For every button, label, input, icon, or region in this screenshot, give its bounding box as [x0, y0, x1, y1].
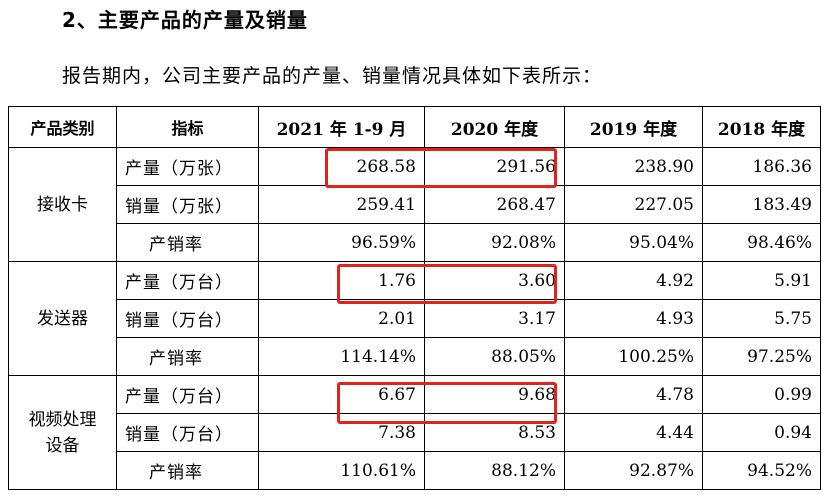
indicator-cell: 销量（万张）	[116, 185, 259, 224]
value-cell: 3.60	[424, 261, 565, 300]
value-cell: 1.76	[258, 261, 425, 300]
table-row: 产销率 114.14% 88.05% 100.25% 97.25%	[9, 337, 821, 376]
header-indicator: 指标	[116, 106, 259, 148]
value-cell: 5.91	[702, 261, 821, 300]
value-cell: 88.12%	[424, 451, 565, 490]
value-cell: 114.14%	[258, 337, 425, 376]
header-category: 产品类别	[8, 106, 117, 148]
category-cell: 视频处理设备	[8, 375, 117, 490]
indicator-cell: 产量（万台）	[116, 375, 259, 414]
table-row: 销量（万台） 2.01 3.17 4.93 5.75	[9, 299, 821, 338]
value-cell: 94.52%	[702, 451, 821, 490]
value-cell: 291.56	[424, 147, 565, 186]
indicator-cell: 产销率	[116, 451, 259, 490]
value-cell: 259.41	[258, 185, 425, 224]
value-cell: 0.94	[702, 413, 821, 452]
header-2020: 2020 年度	[424, 106, 565, 148]
table-row: 接收卡 产量（万张） 268.58 291.56 238.90 186.36	[8, 147, 821, 262]
value-cell: 92.87%	[564, 451, 703, 490]
value-cell: 7.38	[258, 413, 425, 452]
indicator-cell: 销量（万台）	[116, 299, 259, 338]
value-cell: 97.25%	[702, 337, 821, 376]
table-row: 发送器 产量（万台） 1.76 3.60 4.92 5.91	[8, 261, 821, 376]
indicator-cell: 产量（万张）	[116, 147, 259, 186]
header-2019: 2019 年度	[564, 106, 703, 148]
value-cell: 8.53	[424, 413, 565, 452]
value-cell: 88.05%	[424, 337, 565, 376]
value-cell: 4.78	[564, 375, 703, 414]
table-header-row: 产品类别 指标 2021 年 1-9 月 2020 年度 2019 年度 201…	[8, 106, 821, 148]
header-2021-q1-q3: 2021 年 1-9 月	[258, 106, 425, 148]
value-cell: 100.25%	[564, 337, 703, 376]
value-cell: 3.17	[424, 299, 565, 338]
value-cell: 4.93	[564, 299, 703, 338]
value-cell: 268.47	[424, 185, 565, 224]
table-row: 产销率 96.59% 92.08% 95.04% 98.46%	[9, 223, 821, 262]
indicator-cell: 销量（万台）	[116, 413, 259, 452]
value-cell: 98.46%	[702, 223, 821, 262]
value-cell: 2.01	[258, 299, 425, 338]
indicator-cell: 产销率	[116, 337, 259, 376]
table-row: 销量（万台） 7.38 8.53 4.44 0.94	[9, 413, 821, 452]
table-row: 视频处理设备 产量（万台） 6.67 9.68 4.78 0.99	[8, 375, 821, 490]
value-cell: 110.61%	[258, 451, 425, 490]
value-cell: 0.99	[702, 375, 821, 414]
table-row: 产销率 110.61% 88.12% 92.87% 94.52%	[9, 451, 821, 490]
value-cell: 5.75	[702, 299, 821, 338]
value-cell: 238.90	[564, 147, 703, 186]
indicator-cell: 产销率	[116, 223, 259, 262]
header-2018: 2018 年度	[702, 106, 821, 148]
value-cell: 268.58	[258, 147, 425, 186]
indicator-cell: 产量（万台）	[116, 261, 259, 300]
category-cell: 发送器	[8, 261, 117, 376]
value-cell: 9.68	[424, 375, 565, 414]
value-cell: 183.49	[702, 185, 821, 224]
value-cell: 92.08%	[424, 223, 565, 262]
value-cell: 95.04%	[564, 223, 703, 262]
category-cell: 接收卡	[8, 147, 117, 262]
value-cell: 186.36	[702, 147, 821, 186]
value-cell: 4.92	[564, 261, 703, 300]
value-cell: 227.05	[564, 185, 703, 224]
intro-paragraph: 报告期内，公司主要产品的产量、销量情况具体如下表所示：	[62, 65, 603, 87]
value-cell: 96.59%	[258, 223, 425, 262]
value-cell: 6.67	[258, 375, 425, 414]
table-row: 销量（万张） 259.41 268.47 227.05 183.49	[9, 185, 821, 224]
value-cell: 4.44	[564, 413, 703, 452]
section-heading: 2、主要产品的产量及销量	[62, 8, 308, 32]
production-sales-table: 产品类别 指标 2021 年 1-9 月 2020 年度 2019 年度 201…	[8, 106, 821, 490]
